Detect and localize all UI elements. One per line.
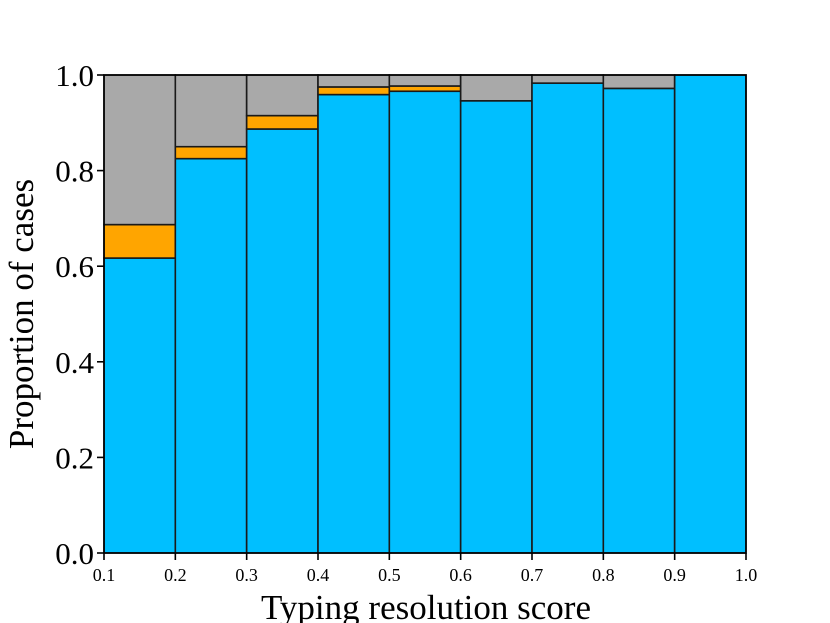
bar-segment-bin5-series1 [388,90,462,554]
ticks-layer: 0.0 0.2 0.4 0.6 0.8 1.0 0.1 0.2 0.3 0.4 0.5 0.6 0.7 0… [55,58,757,585]
x-tick-label: 0.7 [521,565,544,585]
x-tick-label: 0.2 [164,565,187,585]
x-tick-label: 0.4 [307,565,330,585]
x-tick-label: 0.6 [449,565,472,585]
bar-segment-bin6-series1 [459,100,533,554]
bar-segment-bin4-series1 [317,93,391,554]
y-tick-label: 1.0 [55,58,94,93]
bar-segment-bin3-series2 [245,114,319,130]
bar-segment-bin3-series1 [245,128,319,554]
x-tick-label: 0.8 [592,565,615,585]
bar-segment-bin5-series3 [388,74,462,87]
bar-segment-bin7-series1 [531,82,605,554]
bar-segment-bin8-series3 [602,74,676,90]
bar-segment-bin4-series3 [317,74,391,88]
y-axis-label: Proportion of cases [2,179,41,449]
bar-segment-bin1-series1 [103,257,177,554]
bars-layer [103,74,747,554]
y-tick-label: 0.8 [55,154,94,189]
bar-segment-bin3-series3 [245,74,319,117]
axes-layer [103,74,747,554]
x-tick-label: 0.3 [235,565,258,585]
bar-segment-bin7-series3 [531,74,605,84]
bar-segment-bin2-series3 [174,74,248,148]
x-tick-label: 0.9 [663,565,686,585]
bar-segment-bin1-series3 [103,74,177,226]
x-axis-label: Typing resolution score [261,588,591,623]
x-tick-label: 0.5 [378,565,401,585]
y-tick-label: 0.6 [55,249,94,284]
bar-segment-bin2-series1 [174,157,248,554]
bar-segment-bin4-series2 [317,86,391,96]
bar-segment-bin8-series1 [602,87,676,554]
bar-segment-bin9-series1 [673,74,747,554]
x-tick-label: 0.1 [93,565,116,585]
y-tick-label: 0.0 [55,536,94,571]
bar-segment-bin2-series2 [174,145,248,160]
y-tick-label: 0.4 [55,345,94,380]
y-tick-label: 0.2 [55,440,94,475]
plot-frame [103,74,747,554]
bar-segment-bin1-series2 [103,223,177,259]
x-tick-label: 1.0 [735,565,758,585]
bar-segment-bin6-series3 [459,74,533,102]
